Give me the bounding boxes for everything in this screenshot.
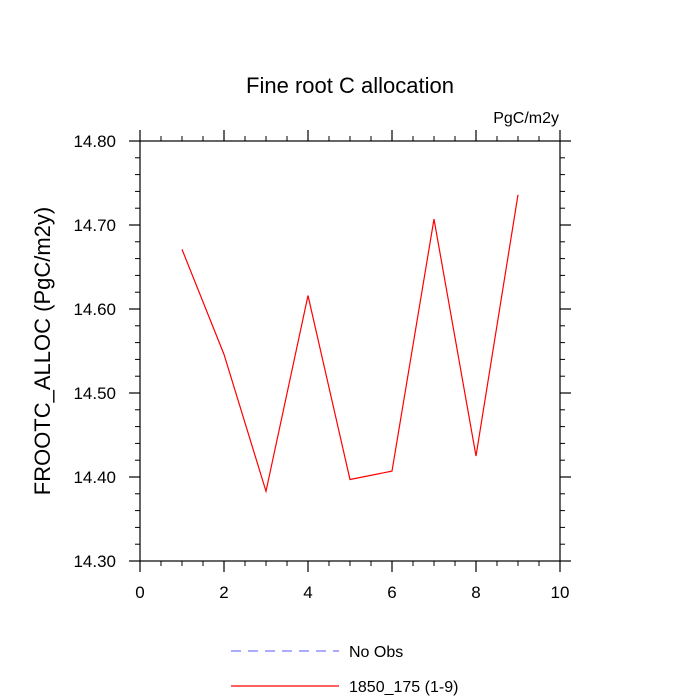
y-tick-label: 14.40 (73, 468, 116, 487)
series-layer (181, 194, 519, 494)
y-axis-label: FROOTC_ALLOC (PgC/m2y) (30, 207, 55, 496)
series-line (181, 194, 519, 494)
legend-label: 1850_175 (1-9) (349, 679, 458, 696)
y-axis-tick-labels: 14.30 14.40 14.50 14.60 14.70 14.80 (73, 132, 116, 571)
x-axis-tick-labels: 0 2 4 6 8 10 (135, 583, 569, 602)
x-tick-label: 0 (135, 583, 144, 602)
x-tick-label: 10 (551, 583, 570, 602)
plot-frame (139, 140, 561, 562)
x-tick-label: 6 (387, 583, 396, 602)
chart-title: Fine root C allocation (246, 73, 454, 98)
x-tick-label: 8 (471, 583, 480, 602)
x-tick-label: 4 (303, 583, 312, 602)
axis-ticks (129, 130, 571, 572)
y-tick-label: 14.50 (73, 384, 116, 403)
y-tick-label: 14.30 (73, 552, 116, 571)
y-tick-label: 14.60 (73, 300, 116, 319)
x-tick-label: 2 (219, 583, 228, 602)
units-label: PgC/m2y (493, 110, 559, 127)
y-tick-label: 14.70 (73, 216, 116, 235)
legend: No Obs 1850_175 (1-9) (231, 644, 458, 696)
legend-label: No Obs (349, 644, 403, 661)
y-tick-label: 14.80 (73, 132, 116, 151)
